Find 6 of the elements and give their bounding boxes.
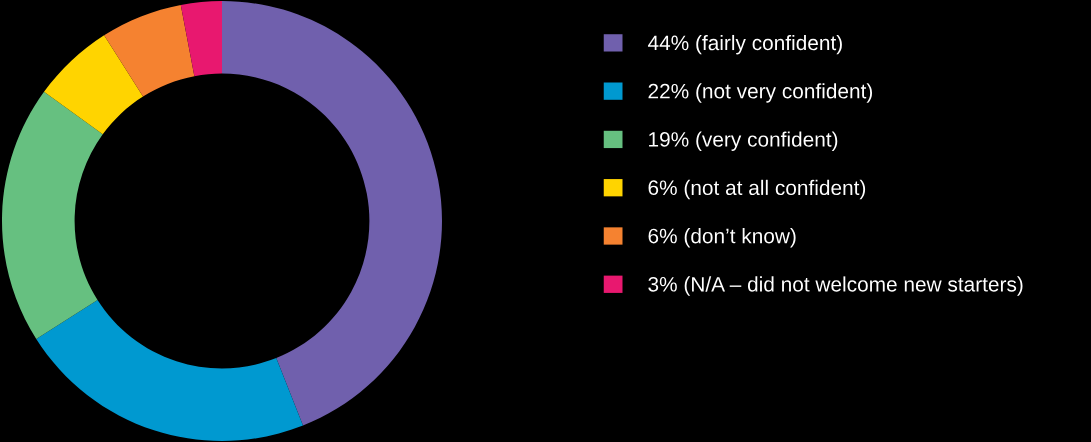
legend-label: 3% (N/A – did not welcome new starters) — [648, 276, 1023, 296]
legend-label: 22% (not very confident) — [648, 83, 873, 103]
legend-label: 44% (fairly confident) — [647, 34, 842, 55]
legend-label: 19% (very confident) — [649, 131, 838, 151]
legend-label: 6% (don’t know) — [648, 228, 796, 248]
legend-label: 6% (not at all confident) — [648, 179, 866, 200]
